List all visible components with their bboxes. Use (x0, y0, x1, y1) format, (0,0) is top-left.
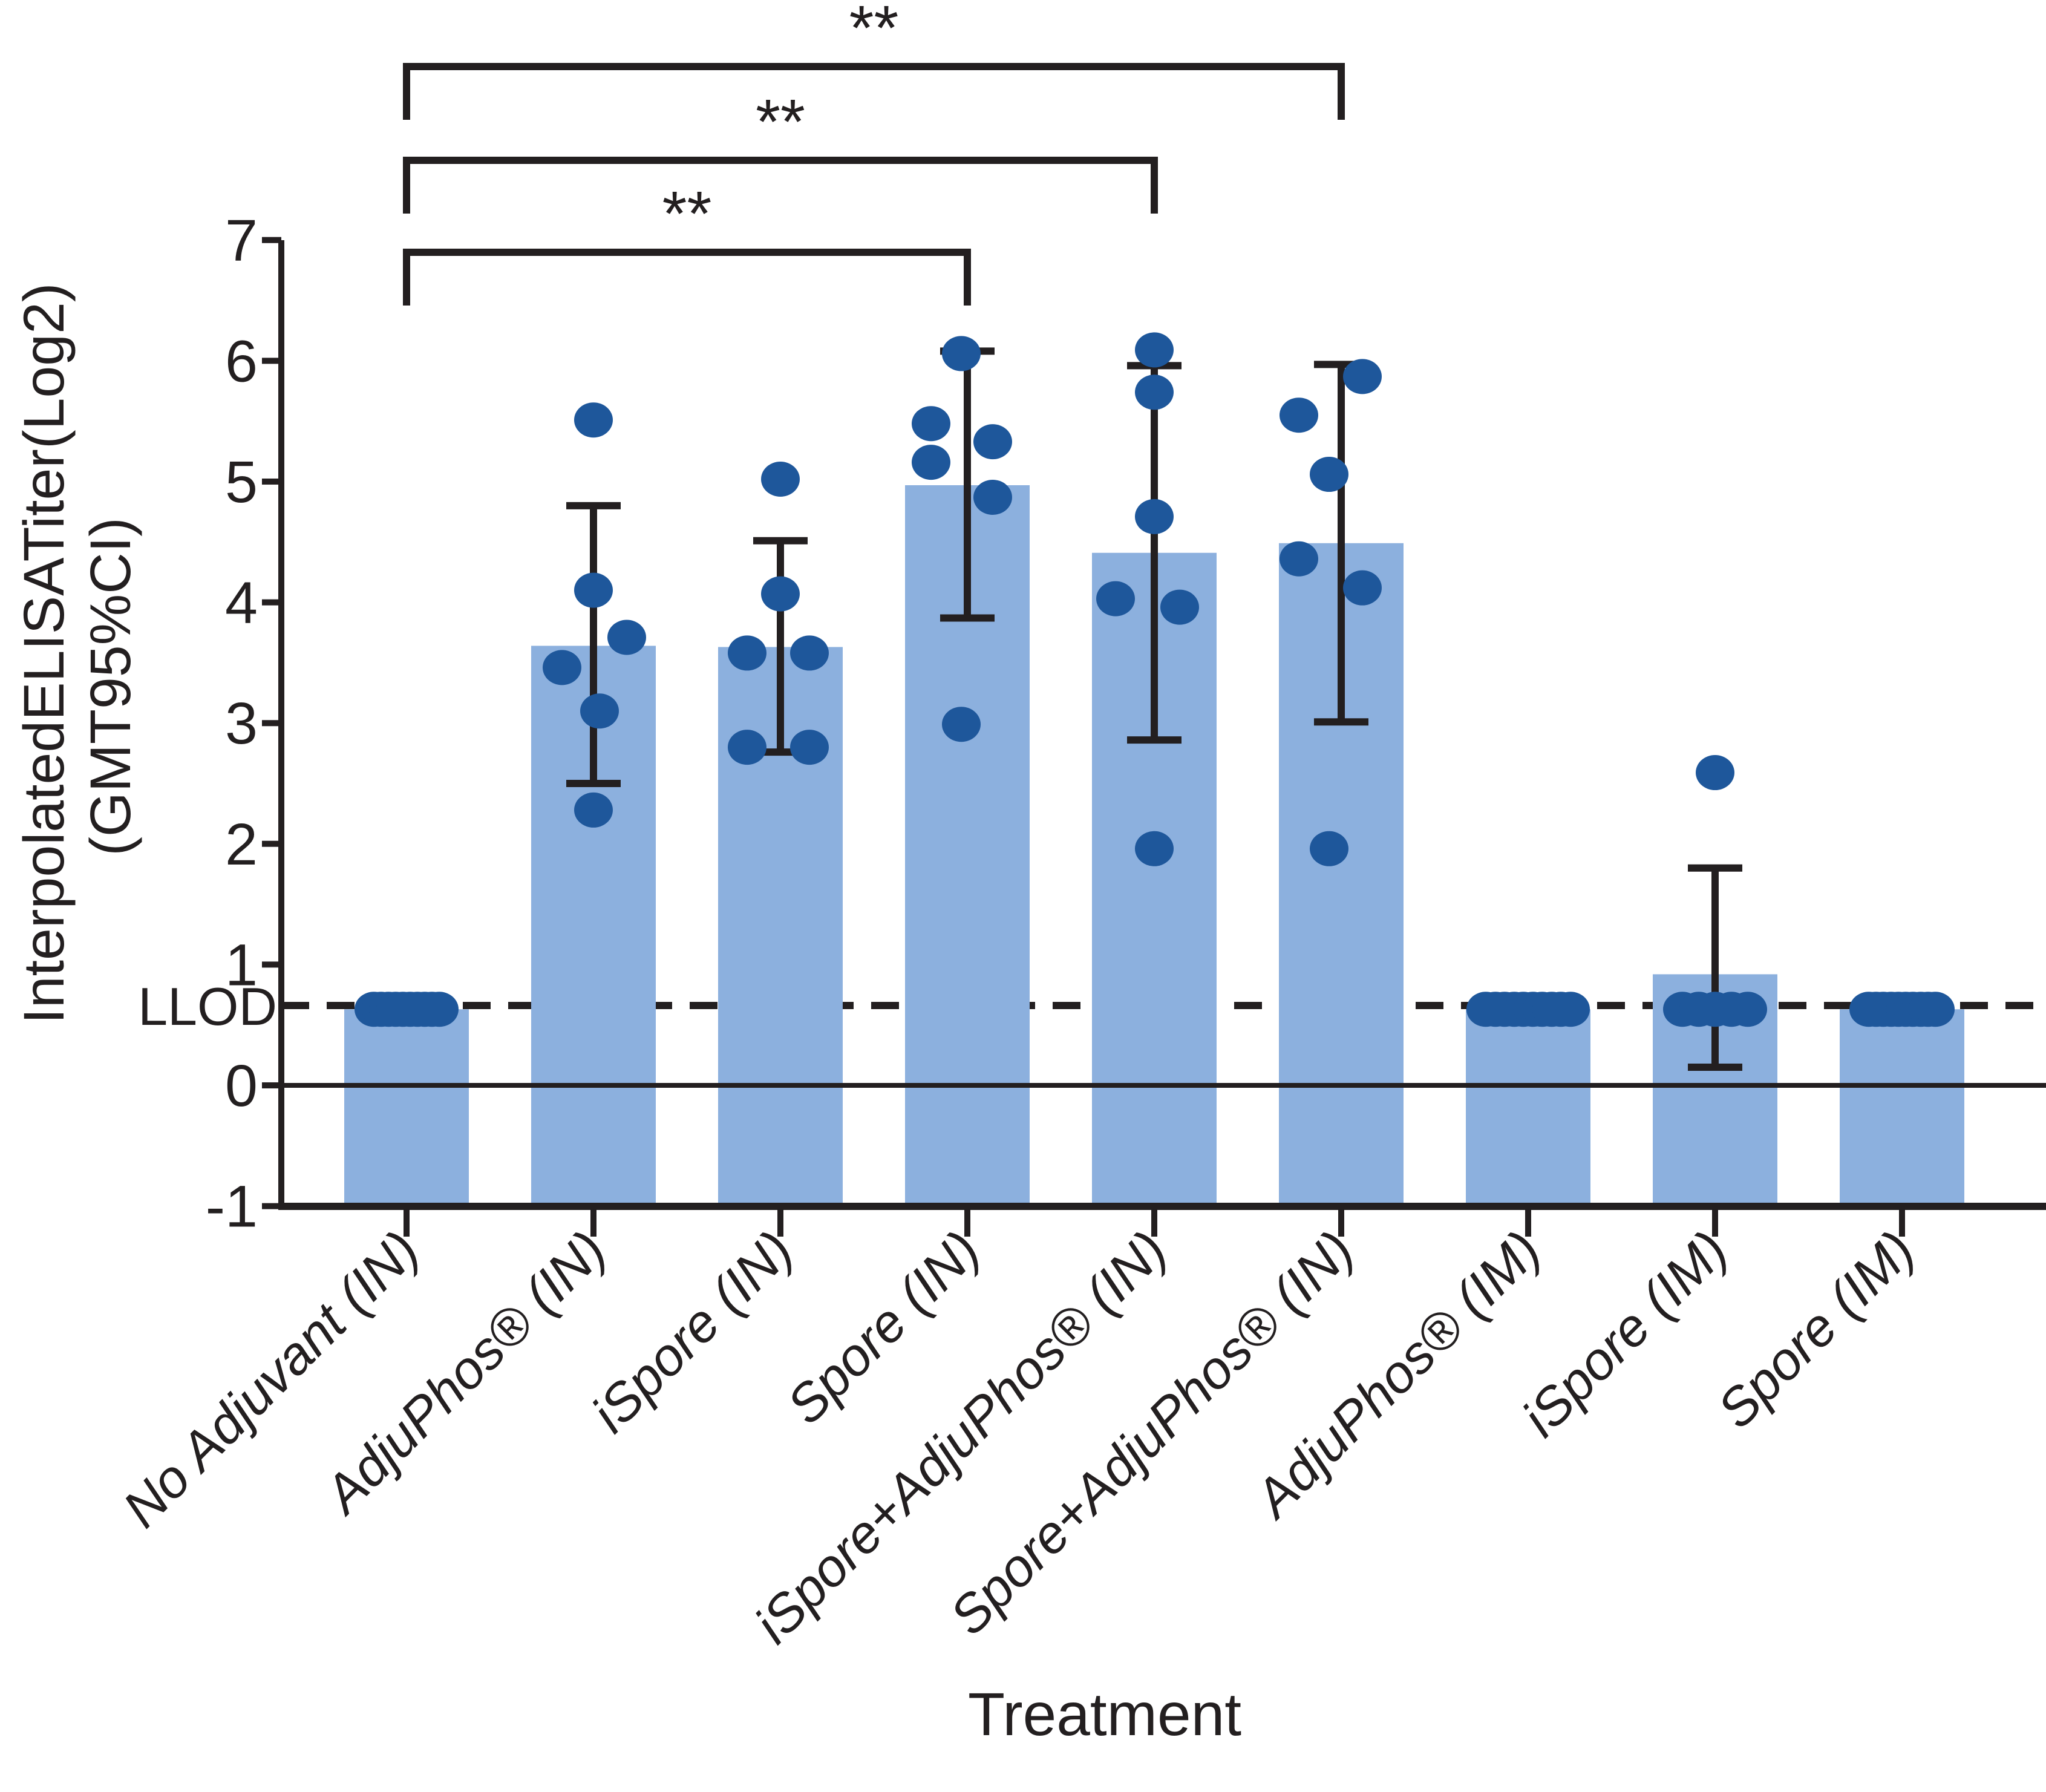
y-tick-label: 4 (225, 570, 258, 636)
error-bar (1688, 864, 1742, 1071)
data-point (1135, 332, 1174, 368)
significance-label: ** (756, 87, 805, 157)
y-tick-label: 2 (225, 811, 258, 877)
significance-bracket (403, 157, 1158, 214)
y-axis-title-line2: (GMT95%CI) (79, 517, 143, 855)
data-point (728, 635, 766, 671)
data-point (1343, 570, 1382, 606)
data-point (790, 635, 829, 671)
significance-bracket (403, 249, 971, 306)
data-point (1135, 831, 1174, 866)
y-tick-label: 3 (225, 690, 258, 756)
x-category-label: iSpore (IN) (580, 1219, 805, 1444)
y-tick-label: 0 (225, 1053, 258, 1119)
data-point (1551, 992, 1590, 1027)
data-point (1310, 457, 1348, 492)
data-point (1916, 992, 1955, 1027)
data-point (728, 730, 766, 765)
data-point (574, 572, 613, 608)
data-point (790, 730, 829, 765)
data-point (1343, 359, 1382, 394)
data-point (420, 992, 459, 1027)
data-point (1096, 581, 1135, 616)
data-point (1310, 831, 1348, 866)
data-point (973, 479, 1012, 515)
data-point (942, 336, 981, 371)
significance-bracket (403, 63, 1345, 120)
x-axis-title: Treatment (968, 1681, 1241, 1748)
data-point (1280, 397, 1318, 433)
bar (344, 1009, 469, 1206)
data-point (607, 620, 646, 655)
significance-label: ** (849, 0, 899, 64)
data-point (580, 693, 619, 729)
llod-label: LLOD (138, 976, 277, 1036)
data-point (574, 402, 613, 438)
y-tick-label: 1 (225, 932, 258, 998)
y-tick-label: 7 (225, 208, 258, 273)
bar (1840, 1009, 1964, 1206)
data-point (912, 406, 950, 442)
data-point (761, 462, 800, 497)
data-point (912, 445, 950, 480)
data-point (1280, 541, 1318, 577)
data-point (973, 424, 1012, 460)
y-tick-label: -1 (206, 1174, 258, 1240)
y-tick-label: 6 (225, 328, 258, 394)
error-bar (566, 502, 621, 787)
y-tick-label: 5 (225, 449, 258, 515)
data-point (543, 650, 581, 685)
data-point (574, 792, 613, 828)
data-point (1696, 755, 1734, 791)
data-point (1160, 589, 1199, 625)
x-category-label: Spore (IM) (1706, 1219, 1926, 1439)
x-category-label: iSpore (IM) (1511, 1219, 1739, 1448)
y-axis-title-line1: InterpolatedELISATiter(Log2) (12, 283, 76, 1024)
bar (1466, 1009, 1590, 1206)
data-point (1728, 992, 1767, 1027)
data-point (1135, 499, 1174, 534)
significance-label: ** (662, 178, 712, 249)
data-point (942, 707, 981, 742)
data-point (1135, 374, 1174, 410)
data-point (761, 576, 800, 612)
